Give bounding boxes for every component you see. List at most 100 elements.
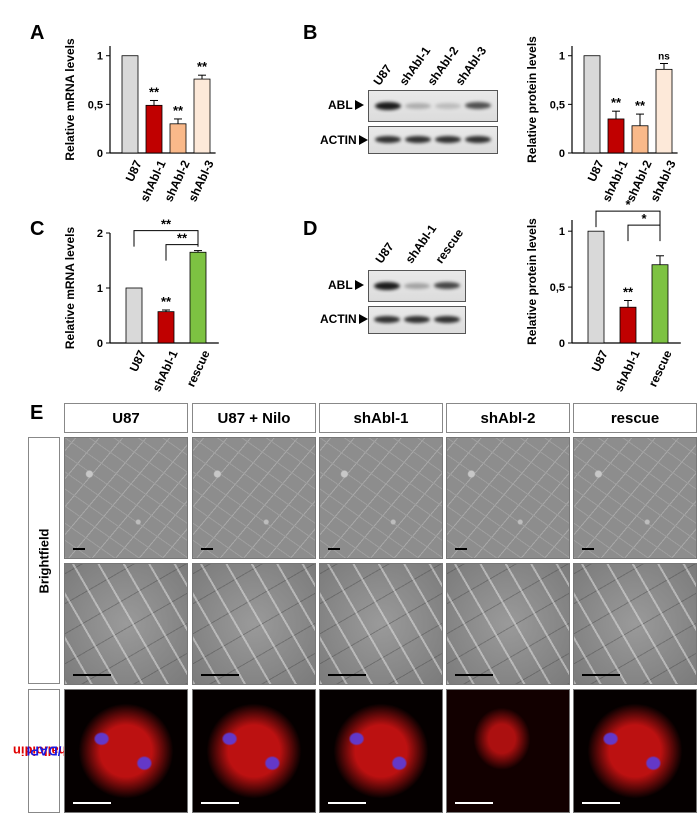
y-tick-label: 1 (97, 283, 103, 295)
bar (587, 230, 605, 344)
y-tick-label: 0 (559, 338, 565, 350)
brightfield-high-mag-image (192, 563, 316, 685)
brightfield-low-mag-image (446, 437, 570, 559)
western-blot-b: U87 shAbl-1 shAbl-2 shAbl-3 ABL ACTIN (320, 20, 530, 170)
arrow-icon (354, 280, 364, 290)
x-tick-label: rescue (646, 348, 675, 389)
brightfield-low-mag-image (64, 437, 188, 559)
significance-label: ns (658, 52, 670, 63)
bracket-label: * (641, 211, 647, 226)
phalloidin-dapi-stain-image (64, 689, 188, 813)
y-tick-label: 0 (97, 148, 103, 160)
significance-label: ** (173, 103, 184, 118)
significance-label: ** (161, 294, 172, 309)
significance-label: ** (635, 98, 646, 113)
bar (169, 123, 187, 154)
phalloidin-dapi-stain-image (192, 689, 316, 813)
column-header-rescue: rescue (573, 403, 697, 433)
brightfield-low-mag-image (192, 437, 316, 559)
y-tick-label: 0,5 (88, 99, 103, 111)
scale-bar (73, 548, 85, 550)
scale-bar (455, 802, 493, 804)
blot-d-row-actin: ACTIN (320, 312, 368, 326)
significance-bracket (165, 244, 199, 261)
bar (607, 118, 625, 154)
y-tick-label: 2 (97, 228, 103, 240)
bar (583, 55, 601, 154)
y-tick-label: 0 (559, 148, 565, 160)
brightfield-high-mag-image (446, 563, 570, 685)
x-tick-label: U87 (123, 158, 145, 184)
brightfield-high-mag-image (573, 563, 697, 685)
panel-label-a: A (30, 22, 45, 44)
x-tick-label: shAbl-1 (149, 348, 180, 394)
brightfield-high-mag-image (64, 563, 188, 685)
dapi-label: /DAPI (26, 743, 62, 759)
panel-label-b: B (303, 22, 318, 44)
blot-d-abl-strip (368, 270, 466, 302)
bar (189, 251, 207, 344)
x-tick-label: shAbl-1 (611, 348, 642, 394)
blot-d-lane-label: U87 (372, 239, 397, 266)
bar (157, 311, 175, 344)
scale-bar (73, 674, 111, 676)
column-header-shabl-1: shAbl-1 (319, 403, 443, 433)
y-tick-label: 1 (559, 226, 565, 238)
blot-d-row-abl: ABL (328, 278, 364, 292)
x-tick-label: U87 (589, 348, 611, 374)
x-tick-label: U87 (585, 158, 607, 184)
bar (631, 125, 649, 154)
arrow-icon (354, 100, 364, 110)
blot-b-row-actin: ACTIN (320, 133, 368, 147)
scale-bar (201, 548, 213, 550)
bar (655, 68, 673, 154)
western-blot-d: U87 shAbl-1 rescue ABL ACTIN (320, 216, 500, 346)
y-axis-label: Relative mRNA levels (63, 227, 77, 350)
column-header-u87: U87 (64, 403, 188, 433)
arrow-icon (358, 314, 368, 324)
scale-bar (328, 548, 340, 550)
y-tick-label: 0 (97, 338, 103, 350)
y-tick-label: 1 (559, 51, 565, 63)
blot-b-actin-strip (368, 126, 498, 154)
row-label-brightfield: Brightfield (36, 528, 52, 593)
scale-bar (455, 548, 467, 550)
bar (145, 104, 163, 154)
y-tick-label: 1 (97, 51, 103, 63)
scale-bar (328, 802, 366, 804)
scale-bar (201, 674, 239, 676)
brightfield-high-mag-image (319, 563, 443, 685)
row-header-phalloidin-dapi: Phalloidin/DAPI (13, 689, 75, 813)
significance-bracket (627, 224, 661, 242)
scale-bar (582, 802, 620, 804)
panel-label-d: D (303, 218, 318, 240)
scale-bar (73, 802, 111, 804)
arrow-icon (358, 135, 368, 145)
bracket-label: ** (177, 231, 188, 246)
scale-bar (328, 674, 366, 676)
scale-bar (455, 674, 493, 676)
phalloidin-dapi-stain-image (573, 689, 697, 813)
column-header-shabl-2: shAbl-2 (446, 403, 570, 433)
y-tick-label: 0,5 (550, 282, 565, 294)
blot-b-lane-label: U87 (370, 61, 395, 88)
bracket-label: * (625, 197, 631, 212)
significance-bracket (133, 230, 199, 247)
blot-b-row-abl: ABL (328, 98, 364, 112)
x-tick-label: U87 (127, 348, 149, 374)
y-axis-label: Relative protein levels (525, 36, 539, 163)
blot-b-abl-strip (368, 90, 498, 122)
y-tick-label: 0,5 (550, 99, 565, 111)
phalloidin-dapi-stain-image (319, 689, 443, 813)
bar (121, 55, 139, 154)
significance-label: ** (623, 285, 634, 300)
bar (619, 306, 637, 344)
phalloidin-dapi-stain-image (446, 689, 570, 813)
scale-bar (582, 548, 594, 550)
brightfield-low-mag-image (573, 437, 697, 559)
column-header-u87-nilo: U87 + Nilo (192, 403, 316, 433)
bar (125, 287, 143, 344)
significance-bracket (595, 210, 661, 228)
x-tick-label: rescue (184, 348, 213, 389)
